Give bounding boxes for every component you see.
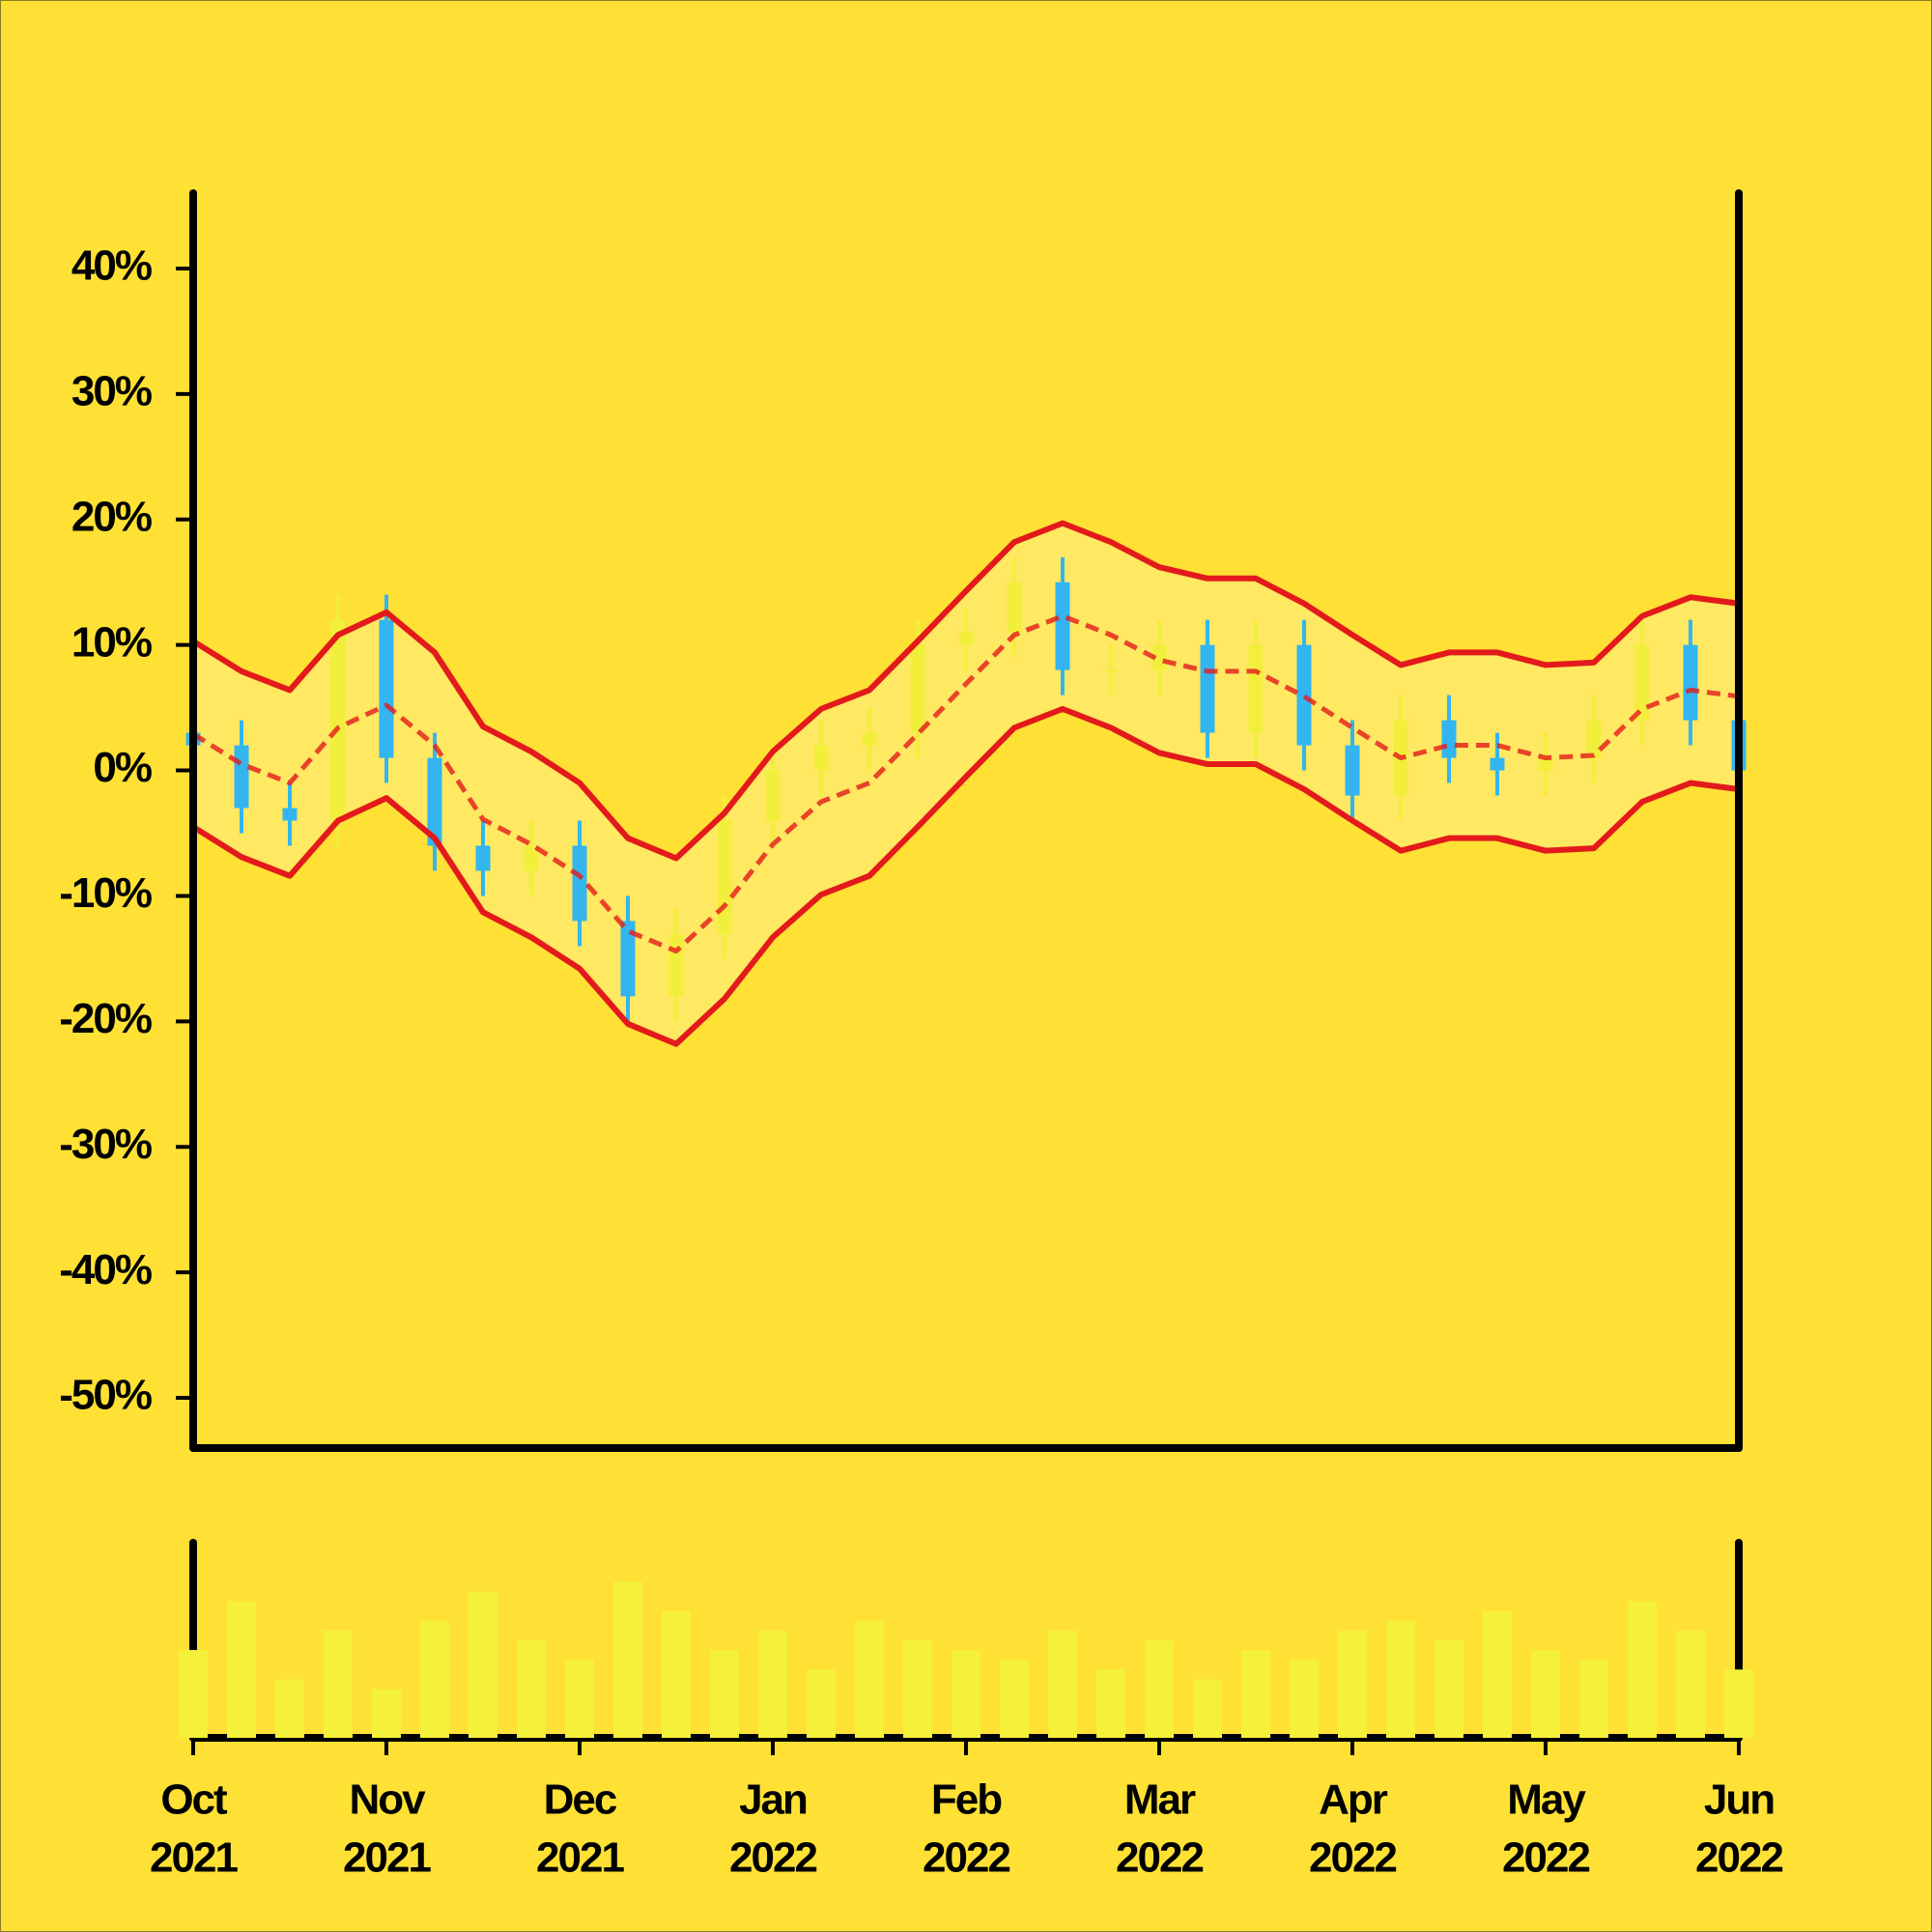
x-tick-label: 2022 <box>1502 1834 1589 1882</box>
x-tick-label: Nov <box>349 1776 426 1824</box>
candle-body <box>717 820 732 934</box>
candle-body <box>330 619 346 821</box>
candle-body <box>1200 644 1215 733</box>
candle-body <box>524 845 539 871</box>
candle-body <box>1151 644 1167 670</box>
volume-bar <box>517 1640 546 1738</box>
y-tick-label: -10% <box>59 869 152 917</box>
candle-body <box>1683 644 1698 721</box>
candle-body <box>1490 757 1505 771</box>
x-tick-label: Oct <box>160 1776 228 1824</box>
volume-bar <box>227 1601 256 1738</box>
band-lower <box>191 705 1740 1047</box>
volume-bar <box>324 1630 353 1738</box>
volume-bar <box>565 1660 594 1738</box>
volume-bar <box>1048 1630 1077 1738</box>
volume-bar <box>1145 1640 1174 1738</box>
volume-bar <box>1338 1630 1367 1738</box>
candle-body <box>282 808 298 821</box>
candle-body <box>379 619 394 758</box>
volume-bar <box>1290 1660 1319 1738</box>
volume-bar <box>952 1650 980 1738</box>
volume-bar <box>420 1620 449 1738</box>
candle-body <box>234 745 249 809</box>
x-tick-label: Dec <box>544 1776 617 1824</box>
volume-bar <box>1579 1660 1608 1738</box>
volume-bar <box>179 1650 208 1738</box>
candle-body <box>1296 644 1312 746</box>
candle-body <box>620 921 636 997</box>
candle-body <box>910 644 925 733</box>
candle-body <box>1103 669 1119 672</box>
volume-bar <box>1000 1660 1029 1738</box>
y-tick-label: -30% <box>59 1121 152 1168</box>
volume-bar <box>1483 1610 1512 1738</box>
volume-bar <box>613 1581 642 1738</box>
candle-body <box>1538 757 1553 771</box>
volume-bar <box>1435 1640 1463 1738</box>
candle-body <box>427 757 442 846</box>
volume-bar <box>1676 1630 1705 1738</box>
x-tick-label: 2021 <box>150 1834 238 1882</box>
y-tick-label: -50% <box>59 1372 152 1419</box>
candle-body <box>1055 582 1070 670</box>
candle-body <box>765 770 781 821</box>
volume-bar <box>758 1630 787 1738</box>
x-tick-label: 2021 <box>536 1834 624 1882</box>
y-tick-label: 0% <box>93 744 151 791</box>
volume-bar <box>275 1679 304 1738</box>
candle-body <box>862 732 877 746</box>
x-tick-label: Mar <box>1124 1776 1196 1824</box>
volume-bar <box>1724 1669 1753 1738</box>
x-tick-label: 2022 <box>729 1834 816 1882</box>
volume-bar <box>1531 1650 1560 1738</box>
y-tick-label: 20% <box>71 493 152 540</box>
plot-area: -50% -40% -30% -20% -10% 0% 10% 20% 30% 40% <box>59 242 1747 1419</box>
volume-bar <box>1628 1601 1657 1738</box>
volume-bar <box>855 1620 884 1738</box>
y-tick-label: 30% <box>71 367 152 414</box>
volume-bar <box>1193 1679 1222 1738</box>
candle-body <box>668 933 684 997</box>
y-tick-label: 10% <box>71 618 152 666</box>
candle-body <box>1345 745 1360 796</box>
x-tick-label: Feb <box>931 1776 1002 1824</box>
volume-bar <box>1386 1620 1415 1738</box>
candle-body <box>958 632 974 645</box>
band-middle <box>191 613 1740 954</box>
volume-bar <box>662 1610 691 1738</box>
candle-body <box>1634 644 1650 721</box>
candle-body <box>572 845 587 922</box>
x-tick-label: May <box>1507 1776 1586 1824</box>
volume-bar <box>807 1669 836 1738</box>
volume-bar <box>903 1640 932 1738</box>
x-tick-label: Jun <box>1704 1776 1774 1824</box>
volume-bar <box>372 1689 401 1738</box>
y-tick-label: 40% <box>71 242 152 290</box>
x-tick-label: 2022 <box>923 1834 1009 1882</box>
candle-body <box>1441 720 1457 758</box>
x-tick-label: 2022 <box>1116 1834 1203 1882</box>
band-upper <box>191 520 1740 862</box>
y-tick-label: -20% <box>59 995 152 1042</box>
candle-body <box>1586 720 1602 758</box>
x-tick-label: Apr <box>1319 1776 1388 1824</box>
volume-bar <box>469 1591 497 1738</box>
volume-bar <box>1241 1650 1270 1738</box>
volume-bar <box>710 1650 739 1738</box>
x-tick-label: 2021 <box>343 1834 431 1882</box>
volume-bar <box>1096 1669 1125 1738</box>
x-tick-label: 2022 <box>1309 1834 1396 1882</box>
candle-body <box>475 845 491 871</box>
x-tick-label: 2022 <box>1695 1834 1782 1882</box>
x-tick-label: Jan <box>739 1776 807 1824</box>
candle-body <box>1007 582 1022 633</box>
candle-body <box>813 745 829 771</box>
candle-body <box>1248 644 1264 733</box>
y-tick-label: -40% <box>59 1246 152 1293</box>
